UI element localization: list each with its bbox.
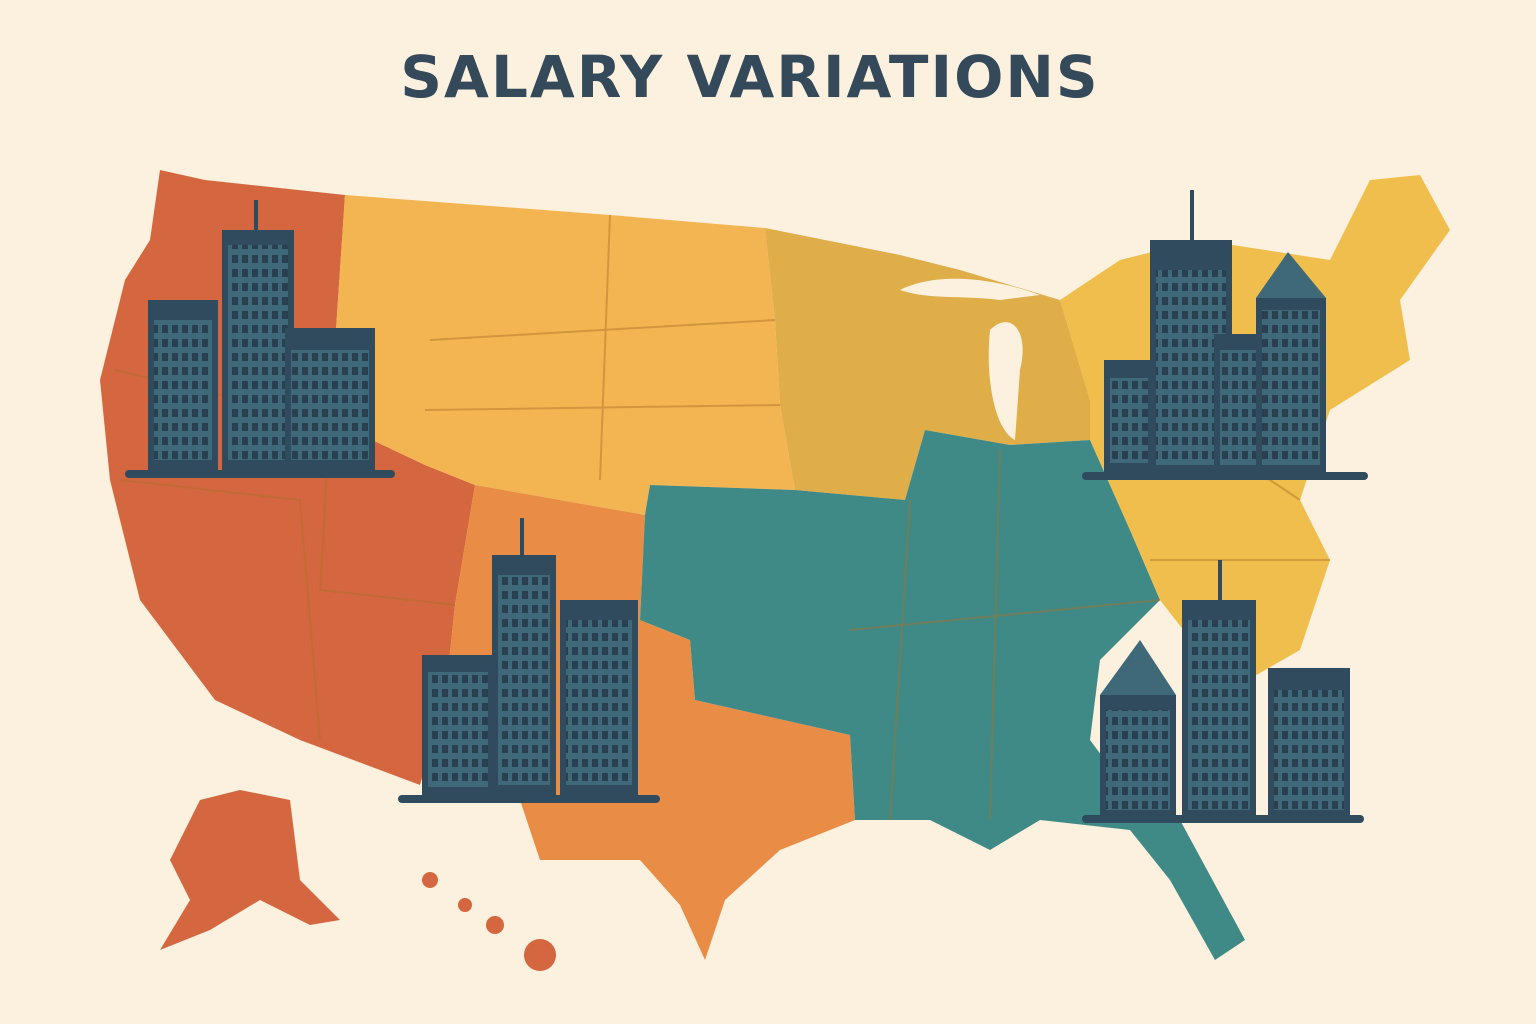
hawaii: [422, 872, 556, 971]
city-se: [1082, 560, 1364, 823]
region-central-south: [640, 430, 1245, 960]
alaska: [160, 790, 340, 950]
city-nw: [125, 200, 395, 478]
title: SALARY VARIATIONS: [400, 43, 1099, 111]
region-north-plains: [330, 195, 795, 515]
city-sw: [398, 518, 660, 803]
city-ne: [1082, 190, 1368, 480]
great-lakes: [900, 278, 1040, 440]
